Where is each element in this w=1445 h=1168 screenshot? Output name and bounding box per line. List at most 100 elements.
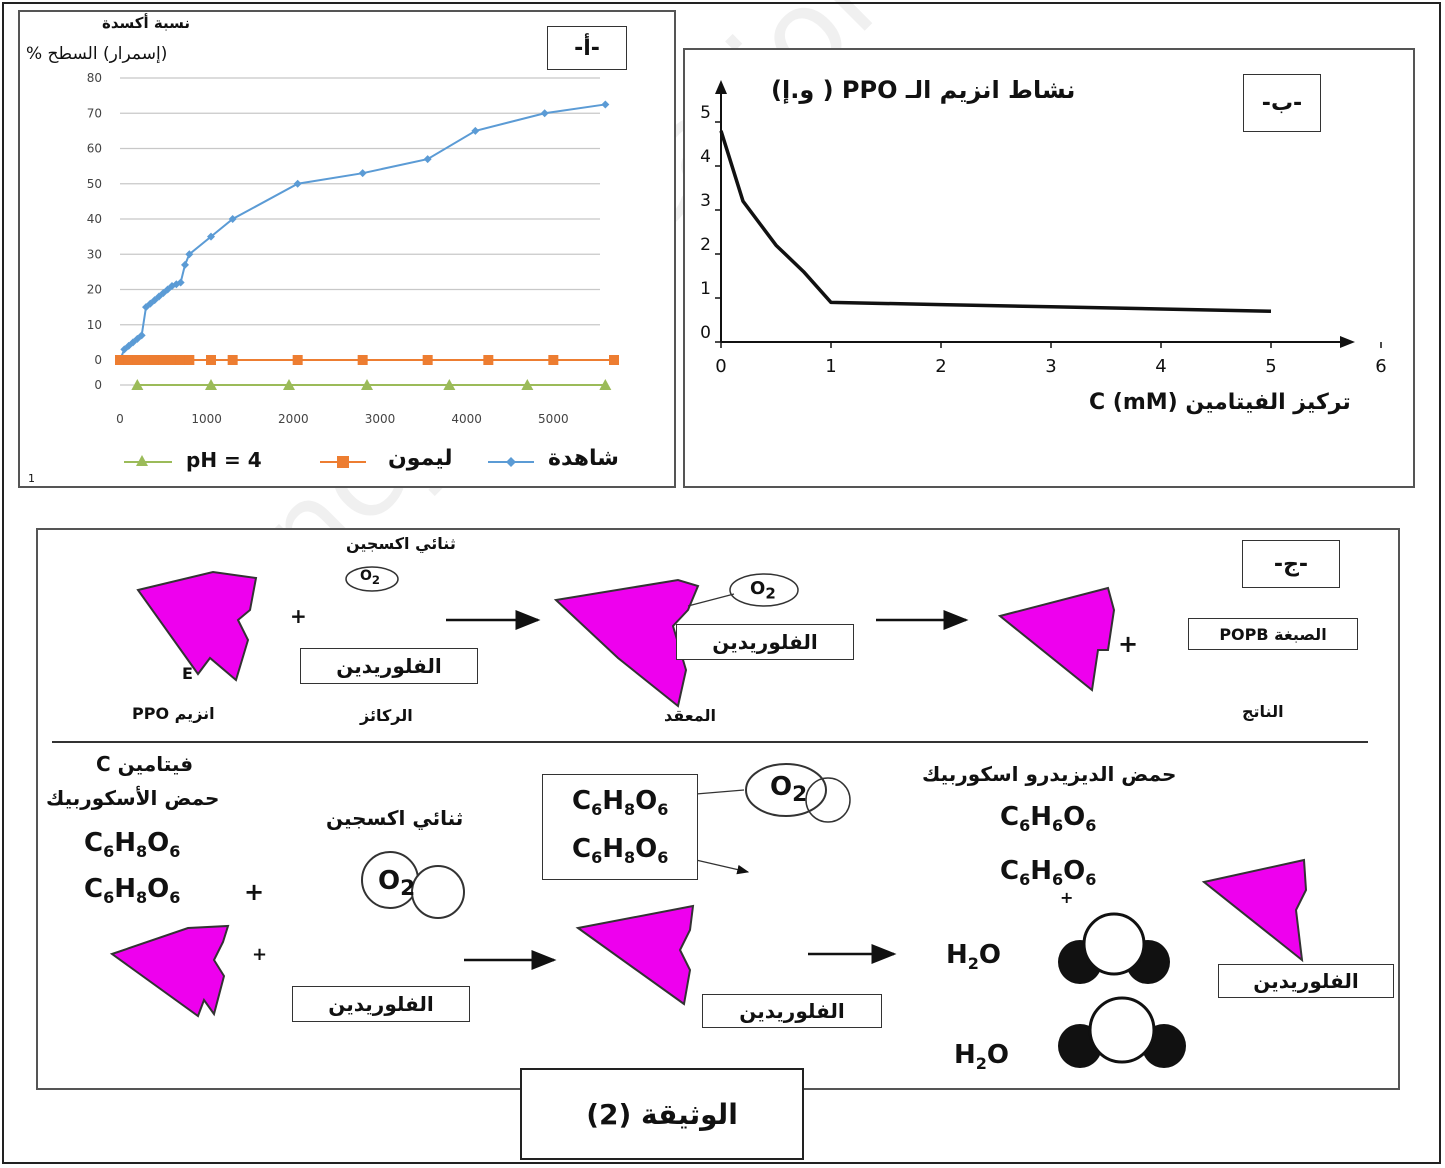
xtick-label-a: 4000: [451, 412, 482, 426]
xtick-label-a: 3000: [365, 412, 396, 426]
point-lemon: [422, 355, 433, 365]
point-lemon: [158, 355, 169, 365]
x-axis-arrow-b: [1340, 336, 1355, 348]
top-o2-text: O2: [360, 568, 381, 587]
bottom-o2-text: O2: [378, 866, 416, 902]
chart-b: 0 1 2 3 4 5 0 1 2 3 4 5 6: [700, 80, 1387, 377]
bottom-product-box: الفلوريدين: [1218, 964, 1394, 998]
point-control: [358, 169, 367, 178]
legend-ph-marker: [136, 455, 148, 466]
ytick-label-a: 40: [87, 212, 102, 226]
point-control: [228, 215, 237, 223]
o2-complex-ellipse: [729, 573, 799, 607]
panel-a: -أ- نسبة أكسدة (إسمرار) السطح % 1 0 10 20 3…: [18, 10, 676, 488]
point-ph: [283, 379, 295, 390]
point-control: [293, 179, 302, 188]
xtick-label-a: 0: [116, 412, 124, 426]
vitc-formula-2: C6H8O6: [84, 874, 181, 908]
enzyme-bottom-1: [109, 924, 230, 1018]
y-axis-arrow-b: [715, 80, 727, 94]
center-formula-2: C6H8O6: [572, 834, 669, 868]
ytick-label-b: 1: [700, 279, 711, 299]
top-substrate-box: الفلوريدين: [300, 648, 478, 684]
top-plus-2: +: [1118, 630, 1139, 658]
o2-top-ellipse: [345, 566, 399, 592]
ytick-label-a: 20: [87, 283, 102, 297]
legend-a-swatches: [124, 455, 534, 468]
point-control: [471, 126, 480, 135]
point-control: [601, 100, 610, 109]
water-molecule-2: [1058, 996, 1186, 1068]
series-line-0: [119, 103, 606, 361]
reaction-diagram: [52, 566, 1368, 1068]
point-lemon: [548, 355, 559, 365]
top-complex-box: الفلوريدين: [676, 624, 854, 660]
point-control: [120, 345, 129, 354]
legend-control-marker: [506, 457, 516, 467]
point-lemon: [357, 355, 368, 365]
xtick-label-b: 5: [1265, 356, 1276, 377]
point-control: [207, 232, 215, 241]
enzyme-bottom-3: [1201, 858, 1308, 963]
point-control: [185, 250, 194, 259]
panel-b: -ب- نشاط انزيم الـ PPO ( و.إ) تركيز الفي…: [683, 48, 1415, 488]
xtick-label-a: 5000: [538, 412, 569, 426]
point-lemon: [184, 355, 195, 365]
point-ph: [131, 379, 144, 390]
point-ph: [205, 379, 217, 390]
xtick-label-a: 1000: [191, 412, 222, 426]
top-oxygen-label: ثنائي اكسجين: [346, 534, 456, 553]
bottom-substrate-box: الفلوريدين: [292, 986, 470, 1022]
legend-lemon-label: ليمون: [388, 446, 453, 471]
ytick-label-a: 60: [87, 142, 102, 156]
chart-a: 0 10 20 30 40 50 60 70 80 0 0 1000 2000 3000 4000 5000: [87, 71, 619, 426]
point-ph: [521, 379, 534, 390]
panel-c-tag: -ج-: [1242, 540, 1340, 588]
ytick-label-b: 5: [700, 103, 711, 123]
ytick-label-a: 0: [94, 353, 102, 367]
xtick-label-b: 6: [1375, 356, 1386, 377]
water-formula-2: H2O: [954, 1040, 1010, 1074]
vitc-line2: حمض الأسكوربيك: [46, 786, 220, 810]
point-control: [423, 155, 432, 164]
point-lemon: [149, 355, 160, 365]
dehydro-formula-1: C6H6O6: [1000, 802, 1097, 836]
water-formula-1: H2O: [946, 940, 1002, 974]
point-lemon: [206, 355, 216, 365]
ytick-label-b: 0: [700, 323, 711, 343]
top-plus-1: +: [290, 604, 307, 628]
panel-a-tag: -أ-: [547, 26, 627, 70]
ytick-label-a: 0: [94, 378, 102, 392]
point-lemon: [167, 355, 177, 365]
bottom-complex-box: الفلوريدين: [702, 994, 882, 1028]
ytick-label-a: 80: [87, 71, 102, 85]
ytick-label-a: 30: [87, 247, 102, 261]
panel-b-xlabel: تركيز الفيتامين C (mM): [1089, 390, 1351, 415]
xtick-label-a: 2000: [278, 412, 309, 426]
ytick-label-b: 4: [700, 147, 711, 167]
panel-b-title: نشاط انزيم الـ PPO ( و.إ): [771, 76, 1076, 104]
ytick-label-b: 2: [700, 235, 711, 255]
legend-ph-label: 4 = pH: [186, 448, 262, 472]
xtick-label-b: 0: [715, 356, 726, 377]
top-product-box: الصبغة POPB: [1188, 618, 1358, 650]
panel-a-ylabel-1: نسبة أكسدة: [102, 14, 190, 32]
ytick-label-a: 50: [87, 177, 102, 191]
vitc-line1: فيتامين C: [96, 752, 194, 776]
point-lemon: [609, 355, 619, 365]
legend-lemon-marker: [337, 456, 349, 468]
point-control: [176, 278, 185, 287]
panel-a-corner-mark: 1: [28, 472, 35, 485]
vitc-formula-1: C6H8O6: [84, 828, 181, 862]
bottom-plus-1: +: [244, 878, 265, 906]
ytick-label-b: 3: [700, 191, 711, 211]
bottom-oxygen-label: ثنائي اكسجين: [326, 806, 464, 830]
point-lemon: [141, 355, 151, 365]
panel-b-tag: -ب-: [1243, 74, 1321, 132]
xtick-label-b: 3: [1045, 356, 1056, 377]
point-control: [540, 109, 549, 118]
point-lemon: [115, 355, 125, 365]
point-lemon: [123, 355, 134, 365]
point-lemon: [483, 355, 494, 365]
bottom-plus-2: +: [252, 944, 268, 965]
